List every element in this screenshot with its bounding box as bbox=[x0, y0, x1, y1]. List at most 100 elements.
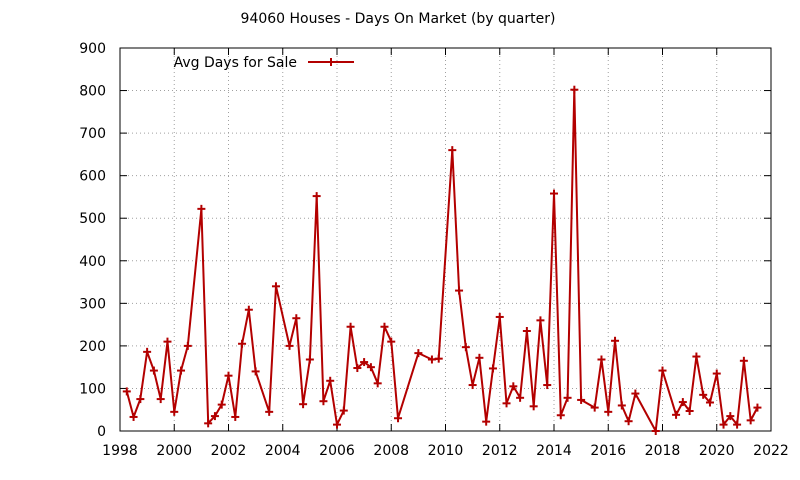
data-point bbox=[692, 352, 701, 361]
data-point bbox=[197, 204, 206, 213]
data-point bbox=[217, 400, 226, 409]
data-point bbox=[210, 412, 219, 421]
y-tick-label: 500 bbox=[79, 211, 106, 227]
data-point bbox=[482, 417, 491, 426]
data-point bbox=[516, 393, 525, 402]
data-point bbox=[394, 414, 403, 423]
x-tick-label: 2006 bbox=[319, 443, 355, 459]
data-point bbox=[624, 417, 633, 426]
y-tick-label: 400 bbox=[79, 254, 106, 270]
y-tick-label: 800 bbox=[79, 84, 106, 100]
data-point bbox=[251, 367, 260, 376]
data-point bbox=[448, 146, 457, 155]
y-tick-label: 600 bbox=[79, 169, 106, 185]
data-point bbox=[509, 382, 518, 391]
data-point bbox=[224, 371, 233, 380]
data-point bbox=[712, 369, 721, 378]
data-point bbox=[285, 341, 294, 350]
x-tick-label: 2010 bbox=[428, 443, 464, 459]
data-point bbox=[299, 400, 308, 409]
y-tick-label: 900 bbox=[79, 41, 106, 57]
data-point bbox=[719, 420, 728, 429]
data-point bbox=[455, 286, 464, 295]
y-tick-label: 100 bbox=[79, 381, 106, 397]
data-point bbox=[536, 316, 545, 325]
y-tick-label: 200 bbox=[79, 339, 106, 355]
data-point bbox=[577, 395, 586, 404]
data-point bbox=[156, 395, 165, 404]
data-point bbox=[597, 355, 606, 364]
x-tick-label: 2004 bbox=[265, 443, 301, 459]
x-tick-label: 2018 bbox=[645, 443, 681, 459]
data-point bbox=[495, 312, 504, 321]
data-point bbox=[149, 366, 158, 375]
data-point bbox=[631, 389, 640, 398]
data-point bbox=[658, 366, 667, 375]
data-point bbox=[339, 406, 348, 415]
data-point bbox=[726, 412, 735, 421]
x-tick-label: 2008 bbox=[373, 443, 409, 459]
y-tick-label: 300 bbox=[79, 296, 106, 312]
data-point bbox=[556, 411, 565, 420]
data-point bbox=[739, 356, 748, 365]
data-point bbox=[604, 407, 613, 416]
data-point bbox=[685, 406, 694, 415]
data-point bbox=[353, 364, 362, 373]
data-point bbox=[238, 339, 247, 348]
data-point bbox=[461, 343, 470, 352]
data-point bbox=[678, 398, 687, 407]
data-point bbox=[651, 427, 660, 435]
x-tick-label: 2014 bbox=[536, 443, 572, 459]
plot-frame bbox=[119, 47, 772, 432]
data-point bbox=[672, 410, 681, 419]
data-point bbox=[550, 189, 558, 198]
data-point bbox=[705, 398, 714, 407]
data-point bbox=[143, 347, 152, 356]
data-point bbox=[346, 322, 355, 331]
y-tick-label: 700 bbox=[79, 126, 106, 142]
data-point bbox=[380, 322, 389, 331]
legend: Avg Days for Sale bbox=[174, 55, 354, 71]
data-point bbox=[563, 393, 572, 402]
data-point bbox=[543, 381, 552, 390]
data-point bbox=[326, 376, 335, 385]
data-point bbox=[387, 337, 396, 346]
data-point bbox=[231, 412, 240, 421]
data-point bbox=[244, 305, 253, 314]
x-tick-label: 2022 bbox=[753, 443, 789, 459]
x-tick-label: 2002 bbox=[211, 443, 247, 459]
data-point bbox=[177, 366, 186, 375]
grid bbox=[120, 48, 771, 431]
axes: 0 100 200 300 400 500 600 700 800 900 1998 2000 2002… bbox=[79, 41, 789, 459]
data-point bbox=[183, 341, 192, 350]
data-point bbox=[170, 407, 179, 416]
data-point bbox=[699, 390, 708, 399]
data-point bbox=[753, 403, 762, 412]
data-point bbox=[488, 364, 497, 373]
chart-title: 94060 Houses - Days On Market (by quarte… bbox=[241, 11, 556, 27]
legend-label: Avg Days for Sale bbox=[174, 55, 297, 71]
data-point bbox=[163, 337, 172, 346]
data-point bbox=[427, 355, 436, 364]
data-point bbox=[617, 401, 626, 410]
x-tick-label: 1998 bbox=[102, 443, 138, 459]
data-point bbox=[746, 416, 755, 425]
data-point bbox=[292, 314, 301, 323]
data-point bbox=[271, 282, 280, 291]
data-point bbox=[502, 399, 511, 408]
data-point bbox=[312, 192, 321, 201]
data-point bbox=[414, 349, 423, 358]
data-point bbox=[434, 354, 443, 363]
y-tick-label: 0 bbox=[97, 424, 106, 440]
data-point bbox=[204, 419, 213, 428]
data-point bbox=[136, 395, 145, 404]
data-point bbox=[373, 379, 382, 388]
x-tick-label: 2016 bbox=[590, 443, 626, 459]
x-tick-label: 2000 bbox=[156, 443, 192, 459]
series-layer bbox=[122, 85, 762, 435]
data-point bbox=[319, 397, 328, 406]
data-point bbox=[733, 420, 742, 429]
x-tick-label: 2012 bbox=[482, 443, 518, 459]
data-point bbox=[122, 387, 131, 396]
